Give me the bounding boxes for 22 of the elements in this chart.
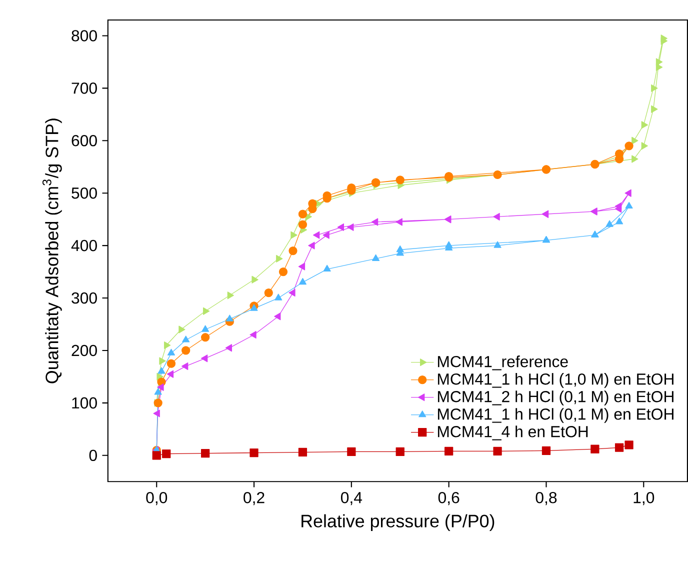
legend-label: MCM41_2 h HCl (0,1 M) en EtOH [438,390,674,406]
y-tick-label: 300 [72,292,97,304]
y-tick-label: 100 [72,398,97,409]
y-tick-label: 700 [72,82,97,94]
y-tick-label: 200 [72,345,97,356]
x-tick-label: 0,8 [536,492,557,506]
legend-label: MCM41_1 h HCl (1,0 M) en EtOH [438,373,674,388]
x-tick-label: 0,0 [146,492,168,506]
x-tick-label: 1,0 [634,492,654,506]
x-tick-label: 0,4 [340,492,362,506]
x-tick-label: 0,6 [438,492,460,506]
legend-label: MCM41_reference [438,356,568,370]
x-axis-title: Relative pressure (P/P0) [302,514,494,532]
x-tick-label: 0,2 [244,492,264,506]
y-tick-label: 600 [72,135,97,146]
y-tick-label: 0 [89,450,97,462]
y-axis-title: Quantitaty Adsorbed (cm$^{3}$/g STP) [42,118,62,384]
y-tick-label: 400 [71,240,97,252]
y-tick-label: 800 [72,30,97,42]
legend-label: MCM41_4 h en EtOH [438,426,588,441]
y-tick-label: 500 [72,188,97,199]
legend-label: MCM41_1 h HCl (0,1 M) en EtOH [438,408,674,424]
